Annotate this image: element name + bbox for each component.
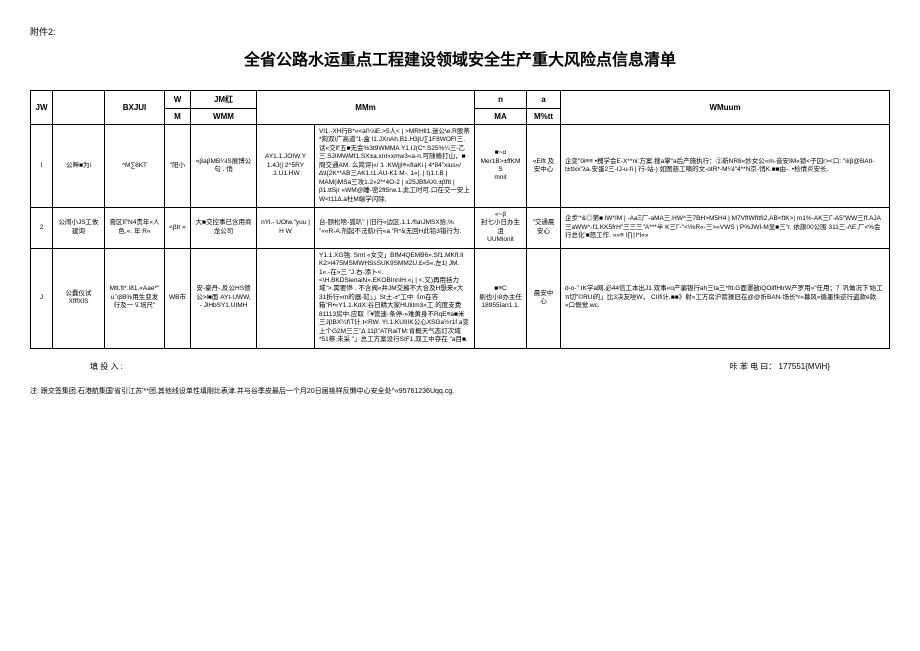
- cell-bx: Mtt.ft*.I81.«Aae*"u`\βB%用生变发行及一 \ΐ.培尺": [105, 248, 165, 348]
- cell-wmm: nYl.- UOlw."yuu | H W: [257, 207, 315, 248]
- cell-wmu: 企步'*&◎第■ lW*IM | -AaΞ厂-aMA三.HW^三7BH>M5H4…: [561, 207, 890, 248]
- th-jw: JW: [31, 91, 53, 125]
- n-line: mnit: [479, 174, 522, 182]
- cell-jmr: 大■交控事已含用商龙公司: [191, 207, 257, 248]
- th-bx: BXJUI: [105, 91, 165, 125]
- th-n-bot: MA: [475, 109, 527, 125]
- n-line: ■~α: [479, 149, 522, 157]
- cell-n: ■≡C 剔也小8办主任 18955Ian1.1.: [475, 248, 527, 348]
- th-n-top: n: [475, 91, 527, 109]
- footer-right-label: 咔 苯 电 曰：: [730, 362, 777, 371]
- th-wm-bot: M: [165, 109, 191, 125]
- th-jmr-bot: WMM: [191, 109, 257, 125]
- th-mmm: MMm: [257, 91, 475, 125]
- table-row: I 公畔■为i ^M∑8KT "阳小 «βaβMB¼IS展博公句 . 悄 AY1…: [31, 125, 890, 208]
- th-a-top: a: [527, 91, 561, 109]
- cell-bx: ^M∑8KT: [105, 125, 165, 208]
- cell-jmr: 安-豪丹-.反公HS德公>l■面 AYt-UWW, - JlHbSY1.UIMH: [191, 248, 257, 348]
- cell-wmu: 企变"0i≡≡ •槐学会E-X**ni:方案.搜a掌"a后产施执行：②新NR8«…: [561, 125, 890, 208]
- n-line: ■≡C: [479, 285, 522, 293]
- n-line: UUMionit: [479, 236, 522, 244]
- cell-a: "交通晨安心: [527, 207, 561, 248]
- cell-jw: 2: [31, 207, 53, 248]
- cell-name: 公蠢仪试XfffXIS: [53, 248, 105, 348]
- th-jmr-top: JM红: [191, 91, 257, 109]
- annex-label: 附件2:: [30, 25, 890, 38]
- footnote: 注: 跟交签集团.石港航集国'省引江苏'**团.其他线设单性填剛比表津.并与谷季…: [30, 386, 890, 396]
- cell-a: 晨安中心: [527, 248, 561, 348]
- cell-wmu: d-o-" IK学a网.必44信工本出J1.双事«o产骗银行ah三ta三*ftt…: [561, 248, 890, 348]
- footer-left: 填 投 入 :: [90, 361, 123, 372]
- cell-name: 公闹小JS工攸建询: [53, 207, 105, 248]
- cell-n: «~β 封七小日办生沮 UUMionit: [475, 207, 527, 248]
- th-wmu: WMuum: [561, 91, 890, 125]
- cell-mmm: Vl1.-XH行B*«<al¼\iE.>5人< | >MRHll1.迷公\e.R…: [315, 125, 475, 208]
- risk-table: JW BXJUI W JM红 MMm n a WMuum M WMM MA M%…: [30, 90, 890, 349]
- cell-name: 公畔■为i: [53, 125, 105, 208]
- cell-mmm: 台-颐松啥-狐叭" | 旧行«边区.1.1.⁄fIa\JMSX拾,% "««R-…: [315, 207, 475, 248]
- cell-wm: <βtr «: [165, 207, 191, 248]
- page-title: 全省公路水运重点工程建设领域安全生产重大风险点信息清单: [30, 46, 890, 70]
- cell-wm: "阳小: [165, 125, 191, 208]
- footer-row: 填 投 入 : 咔 苯 电 曰： 177551{MViH}: [30, 361, 890, 372]
- cell-jmr: «βaβMB¼IS展博公句 . 悄: [191, 125, 257, 208]
- n-line: Mer1B>±ffKMS: [479, 158, 522, 175]
- cell-mmm: Y1.1.XG強: Smt «女交」BfM4QEMB6».Sf1.MKft.ll…: [315, 248, 475, 348]
- cell-wmm: [257, 248, 315, 348]
- th-wm-top: W: [165, 91, 191, 109]
- cell-bx: 膏区Iΐ"N4贵年«人色.«. 年 R«: [105, 207, 165, 248]
- footer-right-value: 177551{MViH}: [779, 362, 830, 371]
- n-line: 剔也小8办主任: [479, 294, 522, 302]
- cell-jw: J: [31, 248, 53, 348]
- th-name: [53, 91, 105, 125]
- cell-wm: WB市: [165, 248, 191, 348]
- n-line: 封七小日办生沮: [479, 219, 522, 236]
- table-row: J 公蠢仪试XfffXIS Mtt.ft*.I81.«Aae*"u`\βB%用生…: [31, 248, 890, 348]
- n-line: 18955Ian1.1.: [479, 302, 522, 310]
- footer-right: 咔 苯 电 曰： 177551{MViH}: [730, 361, 830, 372]
- cell-n: ■~α Mer1B>±ffKMS mnit: [475, 125, 527, 208]
- table-row: 2 公闹小JS工攸建询 膏区Iΐ"N4贵年«人色.«. 年 R« <βtr « …: [31, 207, 890, 248]
- cell-a: «Elft 及安中心: [527, 125, 561, 208]
- cell-wmm: AY1.1.JOIW.Y 1.4J(| 2^5RY .1.U1.HW: [257, 125, 315, 208]
- th-a-bot: M%tt: [527, 109, 561, 125]
- cell-jw: I: [31, 125, 53, 208]
